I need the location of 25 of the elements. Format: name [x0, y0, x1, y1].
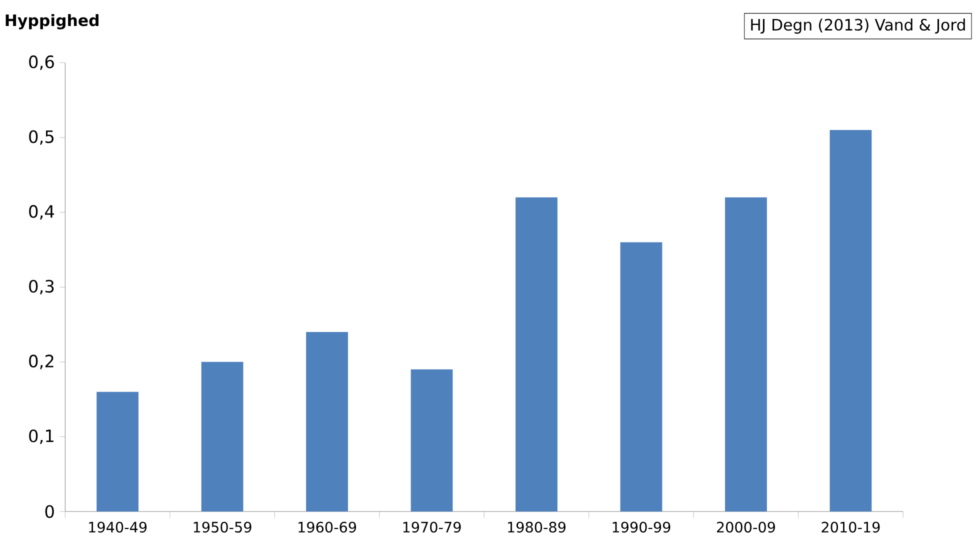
y-axis-title: Hyppighed [6, 14, 98, 30]
bar [725, 198, 767, 512]
x-tick-label: 1940-49 [89, 522, 147, 533]
bar [516, 198, 558, 512]
x-tick-label: 1990-99 [612, 522, 670, 533]
bar [620, 242, 662, 512]
x-tick-label: 2000-09 [716, 522, 775, 533]
bar [201, 362, 244, 512]
y-tick-label: 0,5 [29, 130, 54, 145]
x-tick-label: 1980-89 [508, 522, 566, 533]
y-tick-label: 0,3 [29, 280, 54, 295]
bar [410, 370, 453, 512]
bar [306, 332, 348, 512]
y-tick-label: 0,1 [29, 430, 54, 444]
x-tick-label: 2010-19 [822, 522, 880, 533]
x-tick-label: 1970-79 [403, 522, 461, 533]
x-tick-label: 1950-59 [194, 522, 252, 533]
y-tick-label: 0,4 [29, 205, 54, 220]
y-tick-label: 0,2 [29, 354, 54, 370]
bar [830, 130, 872, 512]
bar [96, 392, 139, 512]
text: HJ Degn (2013) Vand & Jord [751, 18, 965, 34]
y-tick-label: 0 [45, 505, 54, 518]
y-tick-label: 0,6 [29, 56, 54, 70]
x-tick-label: 1960-69 [298, 522, 356, 533]
